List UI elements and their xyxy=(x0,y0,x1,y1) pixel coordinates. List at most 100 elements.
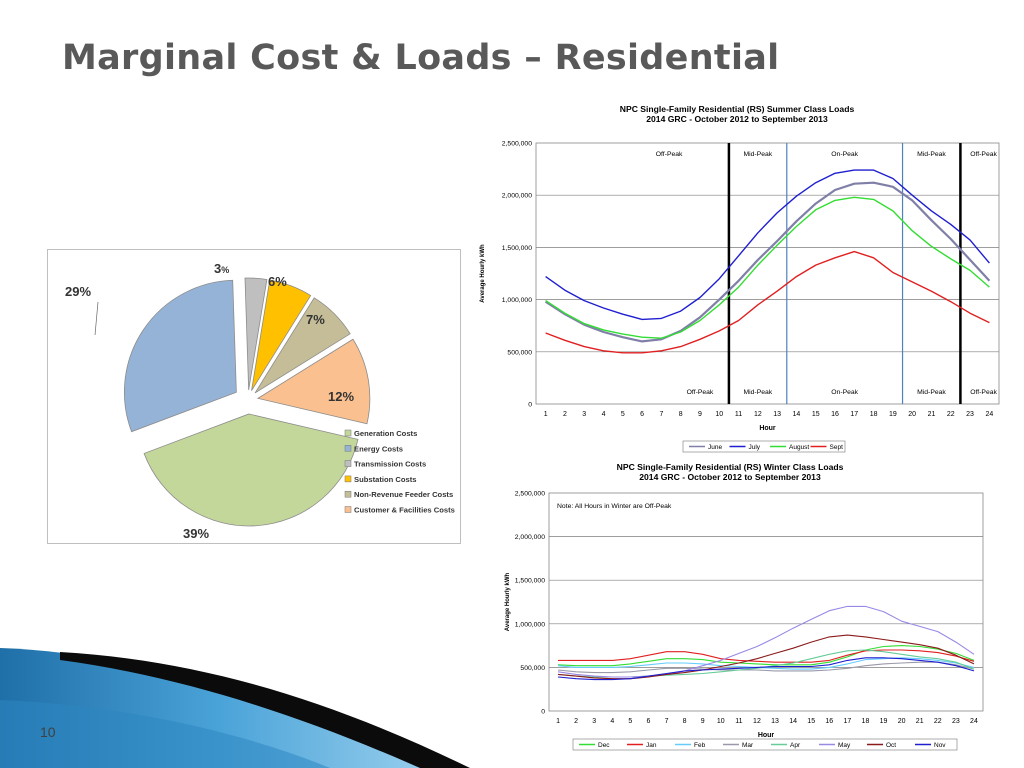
legend-entry: Nov xyxy=(934,742,946,749)
legend-swatch xyxy=(344,429,352,437)
series-line-mar xyxy=(557,661,975,674)
summer-load-chart: NPC Single-Family Residential (RS) Summe… xyxy=(480,104,1000,453)
x-tick-label: 16 xyxy=(831,411,839,418)
x-tick-label: 4 xyxy=(602,411,606,418)
period-label-bottom: On-Peak xyxy=(831,389,858,396)
series-line-feb xyxy=(557,657,975,670)
x-tick-label: 11 xyxy=(735,411,742,418)
x-tick-label: 21 xyxy=(916,718,924,725)
chart-title: NPC Single-Family Residential (RS) Summe… xyxy=(620,104,855,114)
x-tick-label: 14 xyxy=(789,718,797,725)
x-tick-label: 17 xyxy=(843,718,851,725)
series-line-nov xyxy=(557,657,975,681)
legend-entry: June xyxy=(708,444,722,451)
x-tick-label: 13 xyxy=(773,411,781,418)
legend-entry: Dec xyxy=(598,742,610,749)
x-tick-label: 2 xyxy=(574,718,578,725)
period-label-top: Off-Peak xyxy=(656,151,683,158)
x-tick-label: 7 xyxy=(659,411,663,418)
legend-entry: May xyxy=(838,742,851,749)
legend-swatch xyxy=(344,445,352,452)
y-tick-label: 2,500,000 xyxy=(515,491,545,498)
x-tick-label: 18 xyxy=(870,411,878,418)
y-axis-label: Average Hourly kWh xyxy=(505,572,511,631)
series-line-jan xyxy=(558,649,975,663)
y-tick-label: 2,500,000 xyxy=(502,141,532,148)
x-tick-label: 11 xyxy=(735,718,742,725)
period-label-top: Mid-Peak xyxy=(743,151,772,158)
x-tick-label: 1 xyxy=(556,718,560,725)
pie-chart-panel: 3% 6% 7% 12% 39% 29% Generation Costs Energy Co… xyxy=(47,249,461,544)
y-tick-label: 2,000,000 xyxy=(515,534,545,541)
pie-data-label: 29% xyxy=(65,284,91,299)
pie-chart: 3% 6% 7% 12% 39% 29% Generation Costs Energy Co… xyxy=(65,261,455,541)
x-tick-label: 15 xyxy=(812,411,820,418)
y-tick-label: 500,000 xyxy=(507,349,532,356)
legend-entry: Customer & Facilities Costs xyxy=(354,506,455,515)
x-tick-label: 18 xyxy=(862,718,870,725)
x-tick-label: 20 xyxy=(908,411,916,418)
x-tick-label: 6 xyxy=(640,411,644,418)
chart-subtitle: 2014 GRC - October 2012 to September 201… xyxy=(646,114,828,124)
x-tick-label: 7 xyxy=(665,718,669,725)
x-tick-label: 3 xyxy=(582,411,586,418)
x-tick-label: 8 xyxy=(683,718,687,725)
legend-entry: July xyxy=(749,444,761,451)
leader-line xyxy=(94,301,99,336)
x-tick-label: 24 xyxy=(970,718,978,725)
x-tick-label: 13 xyxy=(771,718,779,725)
period-label-bottom: Mid-Peak xyxy=(917,389,946,396)
legend-entry: August xyxy=(789,444,809,451)
x-tick-label: 20 xyxy=(898,718,906,725)
x-tick-label: 19 xyxy=(889,411,897,418)
series-line-august xyxy=(545,196,990,339)
y-tick-label: 1,000,000 xyxy=(515,621,545,628)
winter-load-chart: NPC Single-Family Residential (RS) Winte… xyxy=(505,462,984,751)
x-tick-label: 17 xyxy=(850,411,858,418)
pie-data-label: 6% xyxy=(268,274,287,289)
y-tick-label: 500,000 xyxy=(520,665,545,672)
pie-data-label: 3% xyxy=(214,261,229,276)
x-tick-label: 16 xyxy=(825,718,833,725)
x-tick-label: 21 xyxy=(928,411,936,418)
series-line-june xyxy=(545,181,991,343)
x-tick-label: 14 xyxy=(793,411,801,418)
x-tick-label: 5 xyxy=(628,718,632,725)
legend-swatch xyxy=(344,460,352,467)
pie-data-label: 12% xyxy=(328,389,354,404)
plot-area xyxy=(548,492,984,712)
y-tick-label: 1,500,000 xyxy=(515,578,545,585)
x-tick-label: 5 xyxy=(621,411,625,418)
x-tick-label: 24 xyxy=(985,411,993,418)
x-tick-label: 9 xyxy=(698,411,702,418)
legend-entry: Energy Costs xyxy=(354,444,403,453)
chart-title: NPC Single-Family Residential (RS) Winte… xyxy=(617,462,844,472)
legend-entry: Sept xyxy=(830,444,844,451)
slide-title: Marginal Cost & Loads – Residential xyxy=(62,38,780,78)
legend-swatch xyxy=(344,506,352,513)
y-axis-label: Average Hourly kWh xyxy=(480,244,486,303)
y-tick-label: 2,000,000 xyxy=(502,193,532,200)
period-label-bottom: Off-Peak xyxy=(970,389,997,396)
x-tick-label: 23 xyxy=(966,411,974,418)
pie-slice-customer-facilities-costs xyxy=(256,338,371,425)
y-tick-label: 1,500,000 xyxy=(502,245,532,252)
x-tick-label: 19 xyxy=(880,718,888,725)
legend-box xyxy=(682,440,846,453)
x-tick-label: 23 xyxy=(952,718,960,725)
x-tick-label: 15 xyxy=(807,718,815,725)
chart-subtitle: 2014 GRC - October 2012 to September 201… xyxy=(639,472,821,482)
legend-swatch xyxy=(344,490,352,498)
pie-slice-substation-costs xyxy=(251,279,312,391)
pie-data-label: 39% xyxy=(183,526,209,541)
legend-box xyxy=(572,738,958,751)
x-tick-label: 22 xyxy=(934,718,942,725)
series-line-july xyxy=(545,169,990,321)
series-line-sept xyxy=(545,250,990,354)
legend-entry: Substation Costs xyxy=(354,475,416,484)
pie-slice-non-revenue-feeder-costs xyxy=(254,297,351,394)
x-tick-label: 10 xyxy=(715,411,723,418)
legend-entry: Jan xyxy=(646,742,657,749)
x-tick-label: 9 xyxy=(701,718,705,725)
